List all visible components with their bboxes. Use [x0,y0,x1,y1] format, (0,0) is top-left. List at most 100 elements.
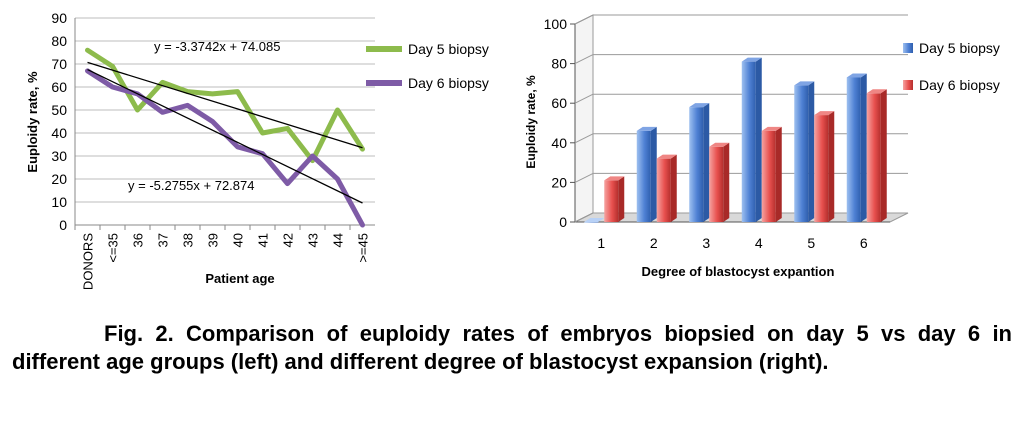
left-x-tick-label: 41 [256,233,271,247]
bar-day5-front [636,130,651,222]
left-x-tick-label: 40 [231,233,246,247]
right-legend-label-day5: Day 5 biopsy [919,40,1000,56]
left-trendlines [87,61,363,204]
bar-day6-front [604,180,619,222]
right-y-tick-labels: 0 20 40 60 80 100 [544,16,568,230]
left-x-tick-label: 36 [131,233,146,247]
left-y-axis-label: Euploidy rate, % [25,71,40,173]
left-y-tick-labels: 0 10 20 30 40 50 60 70 80 90 [51,10,67,233]
right-y-tick-label: 60 [551,95,567,111]
left-trendline-2 [87,68,363,204]
bar-day6-side [775,126,782,222]
bar-day5-top [794,81,815,86]
caption-label: Fig. 2. [104,321,174,346]
left-y-tick-label: 10 [51,194,67,210]
bar-day5-top [584,218,605,222]
bar-day6-side [723,142,730,222]
left-legend-label-day6: Day 6 biopsy [408,75,489,91]
bar-day6-front [656,158,671,222]
left-series [85,47,365,228]
right-x-tick-label: 6 [860,235,868,251]
left-x-axis-label: Patient age [205,271,274,286]
left-legend: Day 5 biopsy Day 6 biopsy [366,41,489,91]
right-y-axis-label: Euploidy rate, % [524,75,538,169]
left-x-tick-label: >=45 [356,233,371,263]
bar-day6-top [656,154,677,159]
bar-day6-front [709,146,724,222]
bar-day6-side [880,89,887,222]
bar-day5-front [846,77,861,223]
left-trend-label-2: y = -5.2755x + 72.874 [128,178,254,193]
right-x-axis-label: Degree of blastocyst expantion [642,264,835,279]
caption-text: Comparison of euploidy rates of embryos … [12,321,1012,374]
bar-day5-front [794,85,809,222]
left-y-tick-label: 70 [51,56,67,72]
bar-day5-top [689,103,710,108]
bar-day6-front [866,93,881,222]
left-x-tick-label: 44 [331,233,346,247]
right-gridline-diagonal [574,14,594,25]
left-trendline-1 [87,61,363,149]
left-y-tick-label: 40 [51,125,67,141]
bar-day6-top [814,111,835,116]
bar-day6-side [618,176,625,222]
left-y-tick-label: 50 [51,102,67,118]
left-x-tick-label: 37 [156,233,171,247]
right-gridline-diagonal [574,93,594,104]
right-gridline-diagonal [574,172,594,183]
left-y-tick-label: 90 [51,10,67,26]
right-bar-chart: 0 20 40 60 80 100 1 2 3 4 5 6 Euploidy rate, % Deg… [524,14,1000,279]
left-series-line-day6 [85,68,365,228]
right-y-tick-label: 80 [551,56,567,72]
left-y-tick-label: 60 [51,79,67,95]
left-y-tick-label: 0 [59,217,67,233]
bar-day6-front [761,130,776,222]
right-y-tick-label: 100 [544,16,568,32]
bar-day6-top [866,89,887,94]
bar-day5-side [650,126,657,222]
bar-day5-side [703,103,710,222]
right-legend-swatch-day5 [903,43,913,53]
left-x-tick-label: 43 [306,233,321,247]
right-x-tick-label: 3 [702,235,710,251]
bar-day5-side [860,73,867,223]
right-legend-swatch-day6 [903,80,913,90]
left-x-tick-label: 42 [281,233,296,247]
figure-caption: Fig. 2. Comparison of euploidy rates of … [12,320,1012,376]
left-x-tick-label: 39 [206,233,221,247]
bar-day6-top [709,142,730,147]
right-legend-label-day6: Day 6 biopsy [919,77,1000,93]
bar-day6-side [670,154,677,222]
left-x-tick-label: <=35 [106,233,121,263]
right-x-tick-label: 2 [650,235,658,251]
bar-day5-top [741,57,762,62]
bar-day5-top [846,73,867,78]
bar-day5-front [741,61,756,223]
left-x-tick-labels: DONORS <=35 36 37 38 39 40 41 42 43 44 >=45 [74,225,371,290]
right-x-tick-label: 4 [755,235,763,251]
bar-day6-front [814,115,829,222]
right-legend: Day 5 biopsy Day 6 biopsy [903,40,1000,93]
left-x-tick-label: 38 [181,233,196,247]
left-legend-label-day5: Day 5 biopsy [408,41,489,57]
bar-day6-side [828,111,835,222]
left-series-line-day5 [85,47,365,164]
right-y-tick-label: 20 [551,174,567,190]
bar-day5-front [584,222,599,223]
right-x-tick-label: 1 [597,235,605,251]
left-y-tick-label: 20 [51,171,67,187]
right-side-wall [574,14,594,223]
bar-day5-side [808,81,815,222]
left-trend-label-1: y = -3.3742x + 74.085 [154,39,280,54]
left-line-chart: 0 10 20 30 40 50 60 70 80 90 DONORS <=35 36 37 38 39 40… [25,10,489,290]
left-y-tick-label: 80 [51,33,67,49]
right-x-tick-labels: 1 2 3 4 5 6 [597,235,868,251]
left-x-tick-label: DONORS [81,233,96,290]
bar-day6-top [761,126,782,131]
right-gridline-diagonal [574,54,594,65]
right-gridline-diagonal [574,212,594,223]
right-gridline-diagonal [574,133,594,144]
bar-day5-top [636,126,657,131]
bar-day5-front [689,107,704,222]
